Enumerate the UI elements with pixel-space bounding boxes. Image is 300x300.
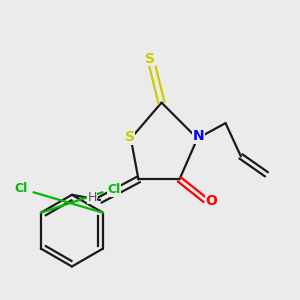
Text: O: O — [206, 194, 218, 208]
Text: Cl: Cl — [14, 182, 27, 195]
Text: N: N — [193, 129, 205, 143]
Text: H: H — [88, 191, 97, 204]
Text: Cl: Cl — [107, 183, 121, 196]
Text: S: S — [145, 52, 155, 66]
Text: S: S — [124, 130, 134, 144]
